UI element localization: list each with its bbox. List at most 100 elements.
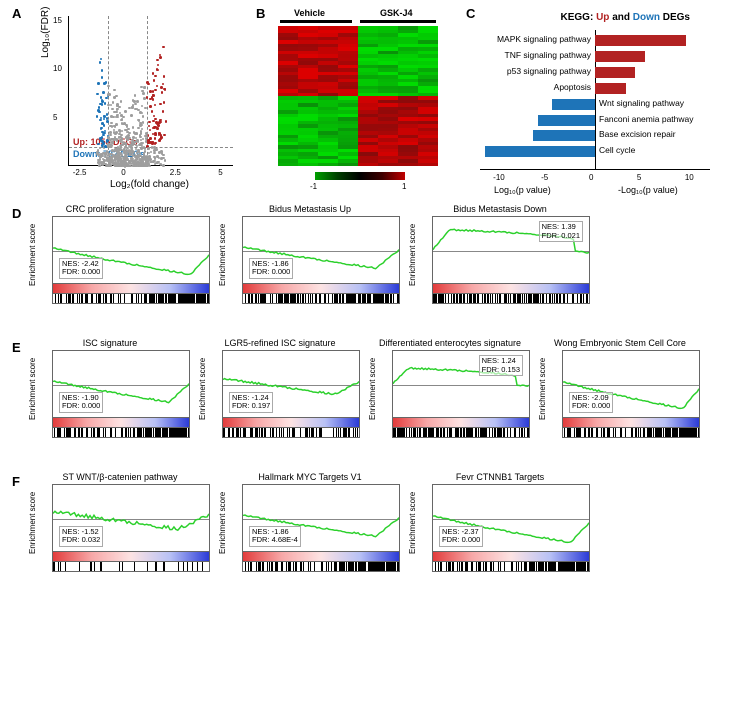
gsea-rank-gradient-icon [222, 418, 360, 428]
gsea-y-title: Enrichment score [218, 492, 227, 554]
gsea-title: Wong Embryonic Stem Cell Core [540, 338, 700, 350]
kegg-bar [538, 115, 596, 126]
kegg-bar [595, 83, 626, 94]
panel-c-label: C [466, 6, 475, 21]
kegg-bar [485, 146, 595, 157]
gsea-y-title: Enrichment score [408, 492, 417, 554]
gsea-rank-gradient-icon [432, 552, 590, 562]
gsea-rank-gradient-icon [242, 284, 400, 294]
gsea-title: Differentiated enterocytes signature [370, 338, 530, 350]
kegg-bar-label: Apoptosis [554, 82, 591, 92]
gsea-stats: NES: -1.86FDR: 0.000 [249, 258, 293, 279]
gsea-stats: NES: -1.24FDR: 0.197 [229, 392, 273, 413]
panel-c: C KEGG: Up and Down DEGs MAPK signaling … [460, 8, 720, 193]
kegg-bar-label: Wnt signaling pathway [599, 98, 684, 108]
figure-root: A Log₁₀(FDR) Up: 1056 DEGs Down: 782 DEG… [0, 0, 740, 600]
panel-b-label: B [256, 6, 265, 21]
kegg-bar-label: Cell cycle [599, 145, 635, 155]
gsea-title: Fevr CTNNB1 Targets [410, 472, 590, 484]
kegg-bar-plot: MAPK signaling pathway TNF signaling path… [480, 30, 710, 170]
panel-a-y-title: Log₁₀(FDR) [40, 7, 51, 58]
gsea-plot: Differentiated enterocytes signature Enri… [370, 338, 530, 466]
gsea-rank-gradient-icon [562, 418, 700, 428]
gsea-plot: Bidus Metastasis Up Enrichment score NES: … [220, 204, 400, 332]
gsea-stats: NES: 1.39FDR: 0.021 [539, 221, 583, 242]
gsea-plot: Hallmark MYC Targets V1 Enrichment score N… [220, 472, 400, 600]
panel-a-label: A [12, 6, 21, 21]
gsea-stats: NES: -1.86FDR: 4.68E-4 [249, 526, 301, 547]
gsea-plot: ISC signature Enrichment score NES: -1.90F… [30, 338, 190, 466]
gsea-title: Bidus Metastasis Down [410, 204, 590, 216]
gsea-plot: Bidus Metastasis DownEnrichment scoreNES… [410, 204, 590, 332]
panel-e: ISC signature Enrichment score NES: -1.90F… [0, 338, 740, 466]
kegg-bar [533, 130, 595, 141]
kegg-title-and: and [609, 12, 632, 23]
kegg-title-suffix: DEGs [660, 12, 690, 23]
kegg-bar [595, 67, 635, 78]
kegg-title-prefix: KEGG: [561, 12, 597, 23]
panel-e-label: E [12, 340, 21, 355]
kegg-bar [552, 99, 595, 110]
gsea-plot: Wong Embryonic Stem Cell Core Enrichment … [540, 338, 700, 466]
kegg-x-right-title: -Log₁₀(p value) [618, 185, 678, 195]
kegg-x-axis [480, 169, 710, 170]
kegg-title-up: Up [596, 12, 609, 23]
top-row: A Log₁₀(FDR) Up: 1056 DEGs Down: 782 DEG… [0, 0, 740, 198]
gsea-y-title: Enrichment score [368, 358, 377, 420]
gsea-stats: NES: 1.24FDR: 0.153 [479, 355, 523, 376]
heatmap [278, 26, 438, 166]
gsea-rank-gradient-icon [432, 284, 590, 294]
gsea-rank-gradient-icon [392, 418, 530, 428]
gsea-title: Hallmark MYC Targets V1 [220, 472, 400, 484]
colorbar-tick-high: 1 [402, 182, 406, 191]
heatmap-vehicle-label: Vehicle [294, 8, 325, 18]
colorbar-icon [315, 172, 405, 180]
kegg-title: KEGG: Up and Down DEGs [561, 12, 690, 23]
gsea-y-title: Enrichment score [218, 224, 227, 286]
panel-f: ST WNT/β-catenien pathway Enrichment scor… [0, 472, 740, 600]
panel-d-label: D [12, 206, 21, 221]
gsea-y-title: Enrichment score [28, 358, 37, 420]
gsea-plot: Fevr CTNNB1 Targets Enrichment score NES: … [410, 472, 590, 600]
gsea-plot: ST WNT/β-catenien pathway Enrichment scor… [30, 472, 210, 600]
volcano-plot: Up: 1056 DEGs Down: 782 DEGs -2.502.5551… [68, 16, 233, 166]
gsea-y-title: Enrichment score [538, 358, 547, 420]
gsea-y-title: Enrichment score [198, 358, 207, 420]
vehicle-bar-icon [280, 20, 352, 23]
gsea-rank-gradient-icon [52, 418, 190, 428]
kegg-title-down: Down [633, 12, 660, 23]
gsea-stats: NES: -1.52FDR: 0.032 [59, 526, 103, 547]
kegg-bar-label: Fanconi anemia pathway [599, 114, 694, 124]
gsea-plot: CRC proliferation signature Enrichment sc… [30, 204, 210, 332]
panel-a: A Log₁₀(FDR) Up: 1056 DEGs Down: 782 DEG… [30, 8, 250, 198]
kegg-bar-label: MAPK signaling pathway [497, 34, 591, 44]
panel-f-label: F [12, 474, 20, 489]
gskj4-bar-icon [360, 20, 436, 23]
kegg-bar [595, 51, 645, 62]
gsea-y-title: Enrichment score [28, 492, 37, 554]
gsea-y-title: Enrichment score [28, 224, 37, 286]
gsea-plot: LGR5-refined ISC signature Enrichment sco… [200, 338, 360, 466]
panel-d: CRC proliferation signature Enrichment sc… [0, 204, 740, 332]
gsea-rank-gradient-icon [242, 552, 400, 562]
gsea-title: ST WNT/β-catenien pathway [30, 472, 210, 484]
gsea-title: Bidus Metastasis Up [220, 204, 400, 216]
panel-a-x-title: Log₂(fold change) [110, 179, 189, 190]
gsea-rank-gradient-icon [52, 552, 210, 562]
kegg-bar-label: p53 signaling pathway [507, 66, 591, 76]
gsea-stats: NES: -1.90FDR: 0.000 [59, 392, 103, 413]
gsea-rank-gradient-icon [52, 284, 210, 294]
panel-b: B Vehicle GSK-J4 -1 1 [260, 8, 450, 193]
kegg-x-left-title: Log₁₀(p value) [494, 185, 551, 195]
gsea-title: LGR5-refined ISC signature [200, 338, 360, 350]
kegg-bar [595, 35, 686, 46]
kegg-bar-label: TNF signaling pathway [505, 50, 591, 60]
gsea-stats: NES: -2.42FDR: 0.000 [59, 258, 103, 279]
gsea-title: CRC proliferation signature [30, 204, 210, 216]
kegg-bar-label: Base excision repair [599, 129, 676, 139]
colorbar-tick-low: -1 [310, 182, 317, 191]
gsea-title: ISC signature [30, 338, 190, 350]
gsea-stats: NES: -2.37FDR: 0.000 [439, 526, 483, 547]
gsea-stats: NES: -2.09FDR: 0.000 [569, 392, 613, 413]
heatmap-gskj4-label: GSK-J4 [380, 8, 413, 18]
